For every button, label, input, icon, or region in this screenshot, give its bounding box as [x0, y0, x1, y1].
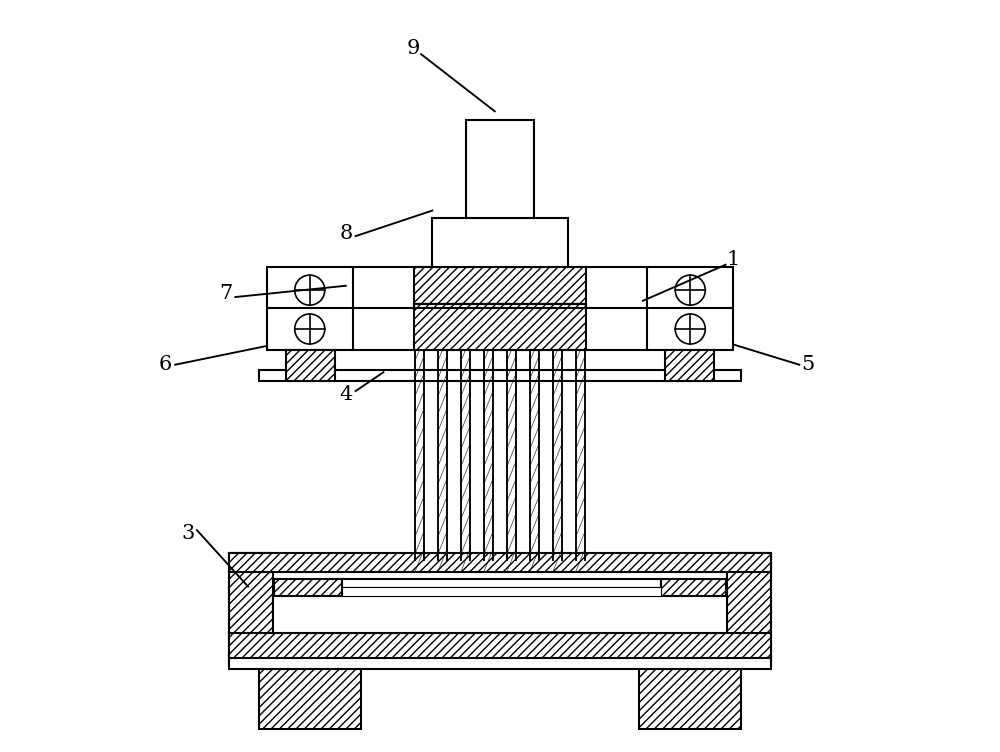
Bar [414, 267, 586, 304]
Bar [342, 587, 661, 596]
Text: 6: 6 [159, 355, 172, 374]
Text: 8: 8 [339, 223, 352, 243]
Bar [727, 553, 771, 662]
Bar [267, 267, 733, 350]
Text: 9: 9 [407, 39, 420, 59]
Bar [229, 658, 771, 669]
Text: 3: 3 [181, 524, 195, 544]
Text: 4: 4 [339, 385, 352, 405]
Bar [466, 120, 534, 218]
Bar [259, 370, 741, 381]
Text: 5: 5 [802, 355, 815, 374]
Bar [658, 579, 726, 596]
Bar [414, 304, 586, 350]
Bar [665, 350, 714, 381]
Bar [229, 633, 771, 662]
Bar [273, 590, 727, 633]
Bar [286, 350, 335, 381]
Bar [342, 579, 661, 588]
Bar [639, 662, 741, 729]
Bar [259, 662, 361, 729]
Text: 1: 1 [726, 250, 740, 269]
Text: 7: 7 [219, 284, 232, 303]
Bar [229, 553, 771, 572]
Bar [229, 553, 273, 662]
Bar [432, 218, 568, 267]
Bar [274, 579, 342, 596]
